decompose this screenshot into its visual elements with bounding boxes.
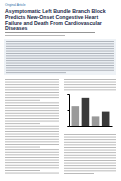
text-line xyxy=(5,120,59,122)
bar-chart xyxy=(64,92,114,130)
text-line xyxy=(64,144,116,146)
text-line xyxy=(5,172,59,174)
text-line xyxy=(5,167,59,169)
text-line xyxy=(6,48,114,50)
text-line xyxy=(5,141,59,143)
bar xyxy=(102,112,110,126)
text-line xyxy=(5,118,59,120)
text-line xyxy=(6,53,114,55)
text-line xyxy=(6,41,114,43)
text-line xyxy=(5,89,59,91)
text-line xyxy=(5,102,59,104)
text-line xyxy=(5,154,59,156)
text-line xyxy=(64,167,116,169)
text-line xyxy=(64,154,116,156)
y-tick xyxy=(68,94,70,95)
abstract-box xyxy=(4,39,116,75)
text-line xyxy=(5,115,59,117)
text-line xyxy=(5,131,59,133)
text-line xyxy=(6,65,114,67)
y-tick xyxy=(68,110,70,111)
x-axis-line xyxy=(70,126,113,127)
text-line xyxy=(64,165,116,167)
text-line xyxy=(5,128,59,130)
text-line xyxy=(5,123,40,125)
text-line xyxy=(64,81,116,83)
text-line xyxy=(5,94,59,96)
text-line xyxy=(64,134,116,136)
text-line xyxy=(64,147,116,149)
text-line xyxy=(64,79,116,81)
bars xyxy=(72,98,110,126)
y-tick-mark xyxy=(68,126,70,127)
text-line xyxy=(5,164,59,166)
text-line xyxy=(5,133,59,135)
bar xyxy=(92,116,100,126)
text-line xyxy=(5,149,59,151)
text-line xyxy=(64,157,116,159)
text-line xyxy=(6,55,114,57)
text-line xyxy=(5,112,59,114)
header-label: Original Article xyxy=(5,3,26,7)
text-line xyxy=(6,62,114,64)
text-line xyxy=(5,84,59,86)
text-line xyxy=(5,162,59,164)
text-line xyxy=(5,35,65,37)
text-line xyxy=(6,60,114,62)
text-line xyxy=(64,162,116,164)
text-line xyxy=(6,57,114,59)
text-line xyxy=(5,107,59,109)
text-line xyxy=(5,86,59,88)
text-line xyxy=(5,92,59,94)
text-line xyxy=(64,149,116,151)
text-line xyxy=(64,139,116,141)
text-line xyxy=(64,136,116,138)
x-axis xyxy=(70,126,113,128)
text-line xyxy=(6,45,114,47)
text-line xyxy=(5,146,40,148)
text-line xyxy=(5,151,59,153)
text-line xyxy=(5,125,59,127)
y-axis-line xyxy=(68,95,70,127)
text-line xyxy=(6,72,66,74)
text-line xyxy=(5,138,59,140)
text-line xyxy=(5,159,59,161)
text-line xyxy=(6,69,114,71)
y-tick-mark xyxy=(68,110,70,111)
y-tick-mark xyxy=(68,94,70,95)
text-line xyxy=(5,157,59,159)
bar xyxy=(72,106,80,126)
text-line xyxy=(64,152,116,154)
text-line xyxy=(64,160,116,162)
y-tick xyxy=(68,126,70,127)
text-line xyxy=(5,144,59,146)
text-line xyxy=(6,67,114,69)
text-line xyxy=(64,170,116,172)
text-line xyxy=(64,141,116,143)
title: Asymptomatic Left Bundle Branch Block Pr… xyxy=(5,9,113,32)
text-line xyxy=(5,79,59,81)
text-line xyxy=(5,32,95,34)
text-line xyxy=(64,173,94,175)
text-line xyxy=(5,170,40,172)
text-line xyxy=(5,110,59,112)
text-line xyxy=(64,84,116,86)
text-line xyxy=(5,136,59,138)
bar xyxy=(82,98,90,126)
text-line xyxy=(64,89,116,91)
text-line xyxy=(64,86,116,88)
y-axis xyxy=(68,95,70,127)
text-line xyxy=(5,105,59,107)
text-line xyxy=(6,43,114,45)
text-line xyxy=(5,99,40,101)
text-line xyxy=(5,97,59,99)
text-line xyxy=(5,81,59,83)
text-line xyxy=(6,50,114,52)
